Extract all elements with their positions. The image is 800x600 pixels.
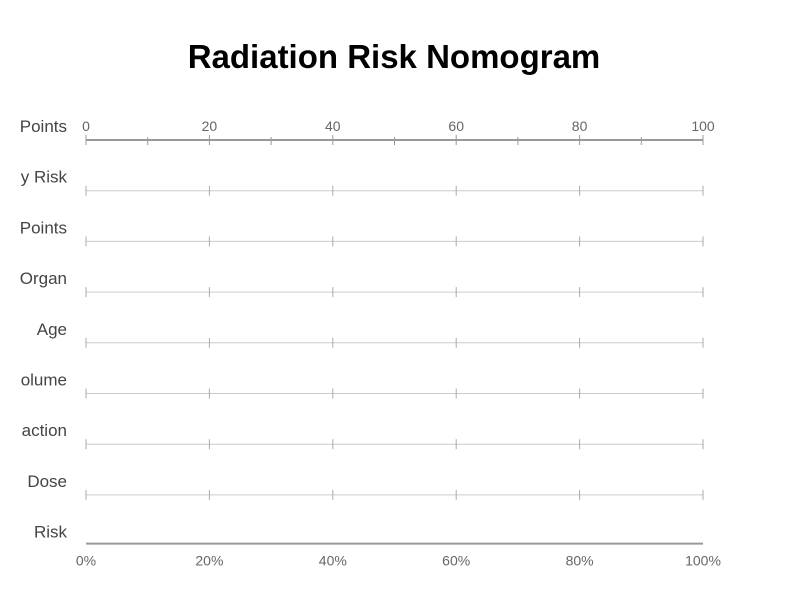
row-label: Dose — [27, 472, 67, 491]
probability-tick-label: 20% — [195, 553, 223, 569]
row-label: Organ — [20, 269, 67, 288]
row-label: y Risk — [21, 168, 68, 187]
points-tick-label: 60 — [448, 118, 464, 134]
row-label: Risk — [34, 523, 68, 542]
points-tick-label: 0 — [82, 118, 90, 134]
points-tick-label: 80 — [572, 118, 588, 134]
points-tick-label: 20 — [202, 118, 218, 134]
probability-tick-label: 40% — [319, 553, 347, 569]
row-label: action — [22, 421, 67, 440]
probability-tick-label: 80% — [566, 553, 594, 569]
probability-tick-label: 60% — [442, 553, 470, 569]
row-label: olume — [21, 371, 67, 390]
probability-tick-label: 100% — [685, 553, 721, 569]
points-tick-label: 40 — [325, 118, 341, 134]
points-tick-label: 100 — [691, 118, 715, 134]
chart-title: Radiation Risk Nomogram — [187, 38, 601, 75]
row-label: Points — [20, 218, 67, 237]
row-label: Age — [37, 320, 67, 339]
row-label: Points — [20, 117, 67, 136]
probability-tick-label: 0% — [76, 553, 96, 569]
